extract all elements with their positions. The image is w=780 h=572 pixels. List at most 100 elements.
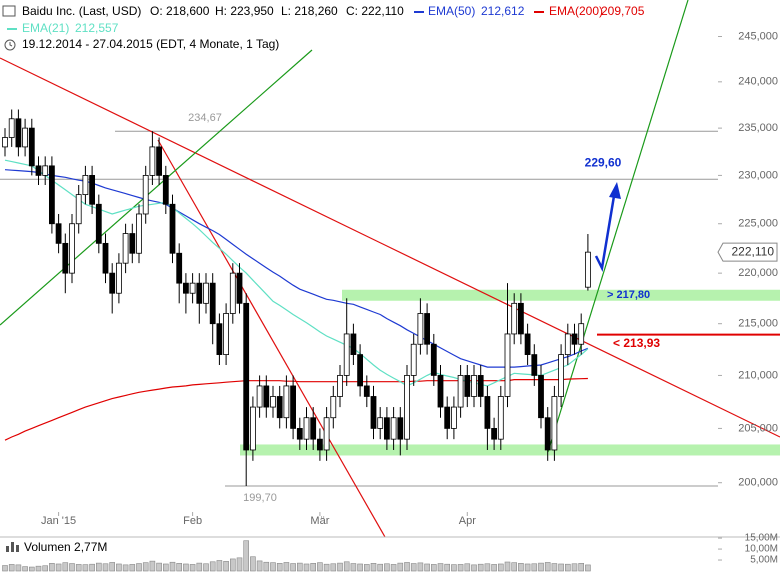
volume-bar (524, 563, 531, 572)
volume-bar (585, 564, 591, 572)
candle-body (571, 333, 578, 345)
volume-bar (55, 563, 62, 572)
volume-bar (337, 562, 343, 572)
volume-tick-label: 10,00M (745, 544, 778, 555)
candle-body (471, 375, 477, 397)
candle-body (303, 417, 310, 440)
candle-body (430, 343, 437, 376)
volume-bar (276, 563, 283, 572)
candle-body (477, 375, 484, 397)
volume-bar (223, 561, 229, 572)
volume-bar (163, 563, 169, 572)
candle-body (276, 396, 283, 419)
volume-header: Volumen 2,77M (6, 540, 107, 554)
candle-body (457, 375, 464, 408)
volume-bar (243, 540, 249, 572)
arrow-head (609, 182, 621, 199)
volume-bar (404, 562, 410, 572)
candle-body (316, 438, 323, 451)
ohlc-label: C: 222,110 (346, 4, 404, 18)
volume-bar (410, 563, 417, 572)
y-tick-label: 240,000 (738, 76, 778, 88)
candle-body (518, 302, 524, 335)
x-tick-label: Feb (183, 515, 202, 527)
volume-bar (149, 560, 156, 572)
candle-body (417, 313, 424, 345)
candle-body (196, 282, 203, 304)
candle-body (129, 233, 136, 254)
volume-bar (491, 564, 497, 572)
volume-bar (196, 562, 203, 572)
candle-body (270, 396, 276, 408)
volume-bar (69, 563, 75, 572)
volume-bar (390, 564, 397, 572)
volume-bar (169, 561, 176, 572)
candle-body (209, 282, 216, 325)
volume-bar (317, 562, 323, 572)
volume-bar (531, 563, 538, 572)
volume-bar (384, 563, 390, 572)
volume-bar (142, 562, 149, 572)
volume-bar (35, 565, 42, 572)
level-label: 234,67 (188, 112, 222, 124)
volume-bar (343, 561, 350, 572)
candle-body (156, 146, 163, 176)
candle-body (283, 385, 290, 419)
volume-label: Volumen 2,77M (24, 540, 107, 554)
volume-bar (230, 558, 236, 572)
candle-body (223, 313, 230, 355)
legend-label: EMA(200) (549, 4, 603, 18)
candle-body (15, 118, 22, 148)
volume-bar (203, 563, 209, 572)
volume-bar (430, 564, 437, 572)
volume-bar (444, 563, 451, 572)
volume-bar (484, 563, 491, 572)
candle-body (189, 282, 196, 294)
trendline (157, 139, 386, 538)
volume-bar (156, 562, 162, 572)
candle-body (8, 118, 15, 138)
level-label: 229,60 (585, 155, 622, 169)
volume-bar (256, 560, 263, 572)
volume-icon (6, 546, 9, 552)
candle-body (182, 282, 189, 294)
volume-bar (250, 556, 256, 572)
candle-body (444, 406, 451, 429)
volume-bar (330, 563, 337, 572)
period: 19.12.2014 - 27.04.2015 (EDT, 4 Monate, … (22, 37, 279, 51)
legend-label: EMA(50) (428, 4, 475, 18)
volume-bar (122, 564, 129, 572)
ohlc-label: L: 218,260 (281, 4, 338, 18)
volume-bar (357, 563, 363, 572)
volume-bar (504, 561, 511, 572)
candle-body (558, 354, 564, 397)
candle-body (390, 417, 397, 440)
candle-body (216, 323, 223, 355)
y-tick-label: 225,000 (738, 218, 778, 230)
projection-arrow (594, 195, 616, 272)
chart-icon (2, 5, 16, 17)
volume-bar (417, 562, 424, 572)
trendline (547, 0, 689, 453)
candle-body (464, 375, 471, 397)
y-tick-label: 210,000 (738, 369, 778, 381)
candle-body (544, 417, 551, 451)
candle-body (585, 251, 591, 288)
candle-body (551, 396, 558, 451)
clock-icon (4, 39, 16, 51)
volume-bar (558, 563, 564, 572)
ema-line (4, 159, 589, 387)
volume-bar (176, 563, 182, 572)
volume-bar (578, 563, 585, 572)
candle-body (169, 203, 176, 254)
candle-body (22, 127, 29, 148)
price-tag-label: 222,110 (732, 244, 775, 258)
x-tick-label: Mär (310, 515, 329, 527)
price-tag (717, 242, 778, 262)
legend-value: 212,557 (75, 21, 119, 35)
volume-bar (497, 563, 504, 572)
candle-body (75, 194, 82, 225)
volume-bar (8, 564, 15, 572)
candle-body (377, 417, 384, 429)
